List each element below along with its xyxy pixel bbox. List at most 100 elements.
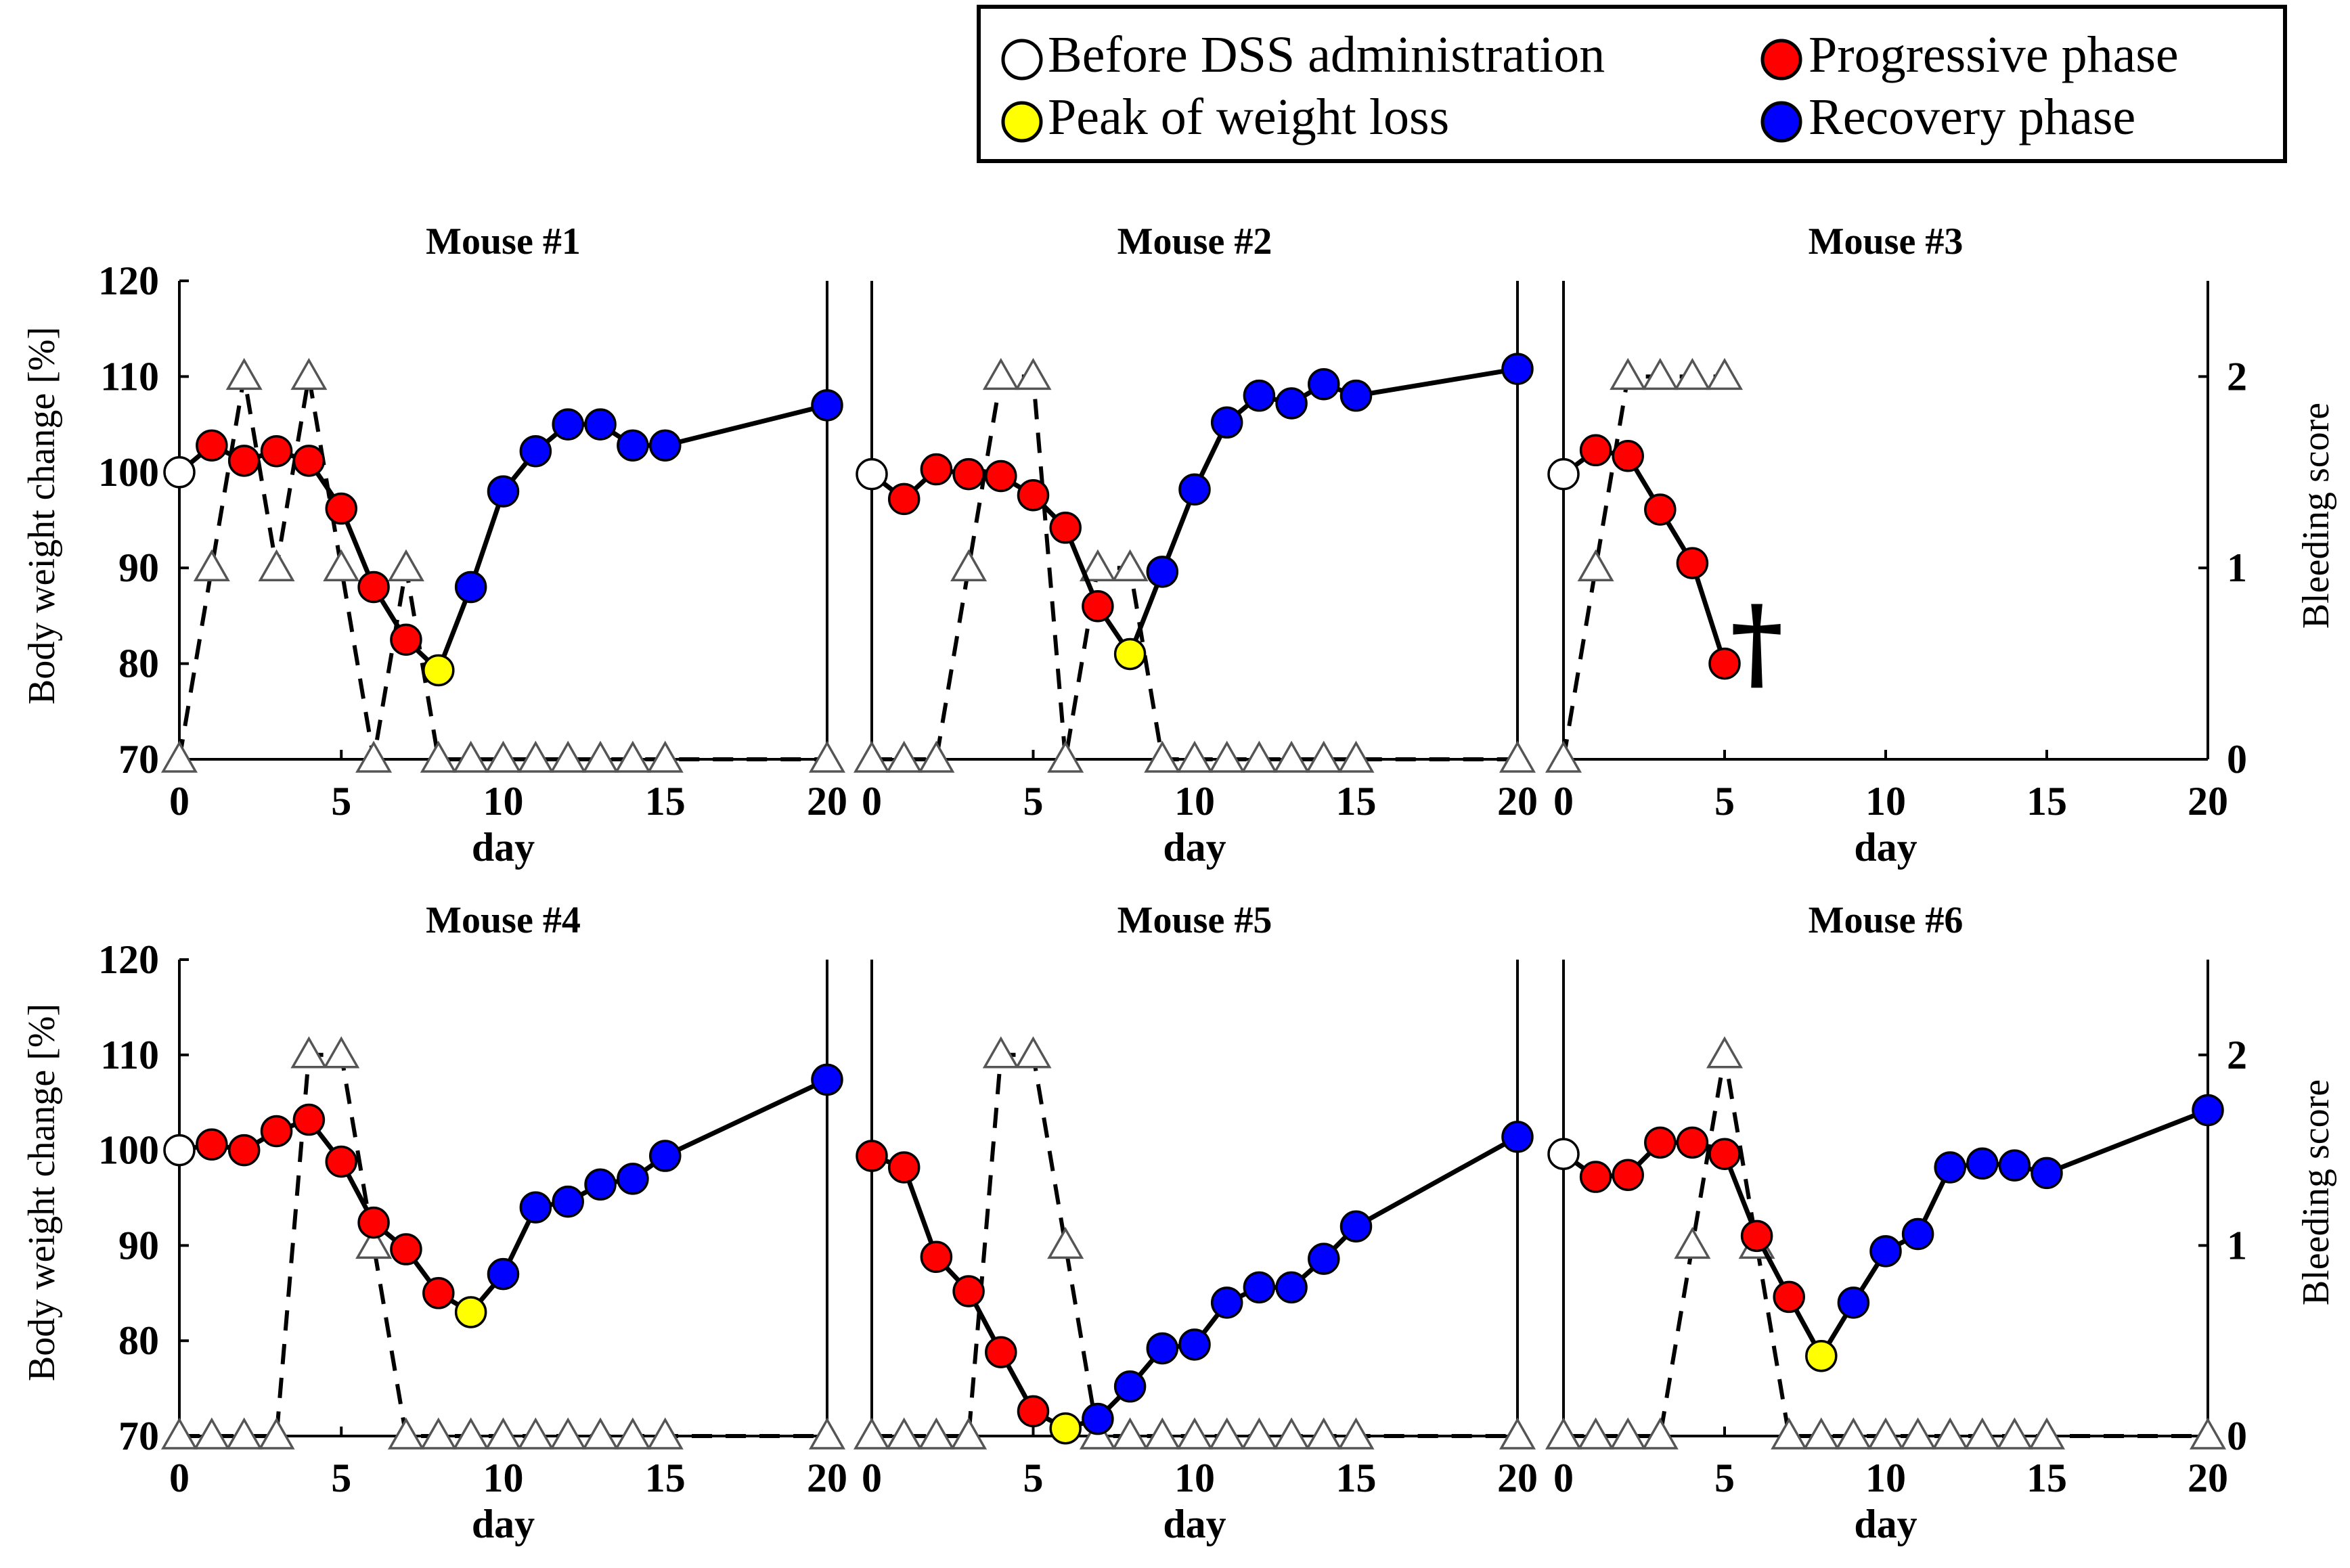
ylabel-right-bottom: Bleeding score	[2295, 1079, 2337, 1305]
bleeding-point	[355, 1226, 393, 1259]
x-axis-label: day	[1163, 1502, 1226, 1546]
bleeding-point	[452, 740, 489, 773]
bleeding-point	[582, 740, 619, 773]
panel-mouse-1: Mouse #1 0 5 10 15 20 day 70 80 90 100 110 120	[98, 221, 847, 870]
bleeding-point	[1144, 1417, 1181, 1450]
panels: Mouse #10 5 10 15 20day708090100110120Mouse …	[98, 221, 2247, 1546]
weight-point-recovery	[1501, 353, 1534, 385]
weight-point-progressive	[920, 453, 953, 486]
x-tick-label: 20	[807, 779, 847, 824]
x-tick-label: 10	[1865, 779, 1906, 824]
x-tick-label: 10	[483, 779, 524, 824]
bleeding-point	[1610, 1417, 1647, 1450]
ylabel-left-top: Body weight change [%]	[21, 327, 63, 704]
weight-point-recovery	[1998, 1149, 2031, 1182]
weight-point-progressive	[227, 1134, 261, 1167]
x-tick-label: 10	[1174, 779, 1215, 824]
x-tick-label: 5	[331, 779, 351, 824]
weight-point-progressive	[1612, 440, 1644, 472]
panel-mouse-6: Mouse #6 0 5 10 15 20 day 0 1 2	[1545, 899, 2247, 1546]
x-tick-label: 5	[1714, 779, 1735, 824]
x-tick-label: 20	[807, 1456, 847, 1500]
weight-point-progressive	[260, 1115, 293, 1148]
death-marker: †	[1730, 583, 1783, 702]
weight-point-peak	[454, 1296, 487, 1328]
weight-point-progressive	[952, 1275, 985, 1307]
bleeding-point	[1964, 1417, 2001, 1450]
y-tick-label: 120	[98, 259, 159, 303]
bleeding-point	[290, 1036, 328, 1069]
panel-title: Mouse #5	[1117, 899, 1272, 941]
bleeding-point	[2028, 1417, 2066, 1450]
panel-mouse-3: Mouse #3 0 5 10 15 20 day 0 1 2 †	[1545, 221, 2247, 870]
bleeding-point	[550, 740, 587, 773]
bleeding-point	[1899, 1417, 1936, 1450]
weight-point-progressive	[1740, 1219, 1773, 1253]
bleeding-point	[485, 1417, 522, 1450]
weight-point-progressive	[390, 623, 422, 656]
bleeding-point	[918, 1417, 955, 1450]
bleeding-point	[258, 1417, 295, 1450]
legend-marker-before	[1001, 39, 1043, 81]
weight-point-recovery	[1210, 406, 1243, 439]
weight-point-recovery	[1146, 1332, 1179, 1365]
bleeding-point	[387, 549, 424, 581]
bleeding-point	[1932, 1417, 1969, 1450]
x-tick-label: 10	[1865, 1456, 1906, 1500]
y2-tick-label: 2	[2227, 354, 2247, 399]
x-tick-label: 20	[1497, 779, 1538, 824]
weight-point-progressive	[985, 1336, 1017, 1368]
bleeding-point	[1305, 740, 1342, 773]
bleeding-point	[517, 1417, 554, 1450]
x-tick-label: 20	[2188, 779, 2228, 824]
weight-point-recovery	[811, 389, 843, 422]
y2-tick-label: 1	[2227, 1223, 2247, 1268]
bleeding-point	[323, 549, 360, 581]
weight-point-peak	[1049, 1412, 1082, 1445]
y-tick-label: 90	[118, 1223, 159, 1268]
bleeding-point	[885, 740, 923, 773]
weight-point-recovery	[1837, 1286, 1870, 1319]
weight-point-progressive	[887, 483, 921, 516]
bleeding-point	[950, 549, 988, 581]
weight-point-progressive	[1708, 1138, 1741, 1170]
bleeding-point	[1577, 1417, 1614, 1450]
weight-point-recovery	[552, 408, 584, 441]
y-tick-label: 80	[118, 642, 159, 686]
bleeding-point	[1273, 740, 1310, 773]
bleeding-point	[1176, 740, 1214, 773]
weight-point-before	[1547, 1138, 1580, 1170]
bleeding-point	[982, 1036, 1019, 1069]
weight-point-recovery	[1178, 1328, 1211, 1361]
bleeding-point	[1499, 740, 1536, 773]
bleeding-point	[1867, 1417, 1905, 1450]
weight-point-recovery	[811, 1063, 843, 1096]
bleeding-point	[1305, 1417, 1342, 1450]
bleeding-score-line	[179, 1052, 827, 1438]
weight-point-progressive	[1676, 1126, 1709, 1159]
weight-point-recovery	[552, 1185, 584, 1218]
bleeding-point	[225, 357, 263, 390]
panel-mouse-4: Mouse #4 0 5 10 15 20 day 70 80 90 100 110 120	[98, 899, 847, 1546]
weight-point-recovery	[519, 1191, 552, 1224]
bleeding-point	[1079, 549, 1116, 581]
weight-point-recovery	[2192, 1094, 2224, 1127]
weight-point-recovery	[1901, 1217, 1934, 1251]
weight-point-recovery	[1339, 1210, 1373, 1242]
weight-line	[870, 366, 1518, 659]
bleeding-point	[1545, 740, 1582, 773]
bleeding-point	[1641, 357, 1679, 390]
weight-point-progressive	[1017, 478, 1050, 512]
bleeding-point	[420, 1417, 457, 1450]
bleeding-point	[323, 1036, 360, 1069]
weight-point-progressive	[1773, 1280, 1805, 1314]
x-tick-label: 5	[1023, 1456, 1044, 1500]
bleeding-point	[1047, 1226, 1084, 1259]
weight-point-peak	[1113, 637, 1147, 671]
weight-point-progressive	[325, 492, 357, 525]
bleeding-point	[1015, 357, 1052, 390]
bleeding-point	[160, 1417, 198, 1450]
bleeding-point	[452, 1417, 489, 1450]
bleeding-point	[2189, 1417, 2227, 1450]
weight-point-progressive	[357, 570, 390, 604]
